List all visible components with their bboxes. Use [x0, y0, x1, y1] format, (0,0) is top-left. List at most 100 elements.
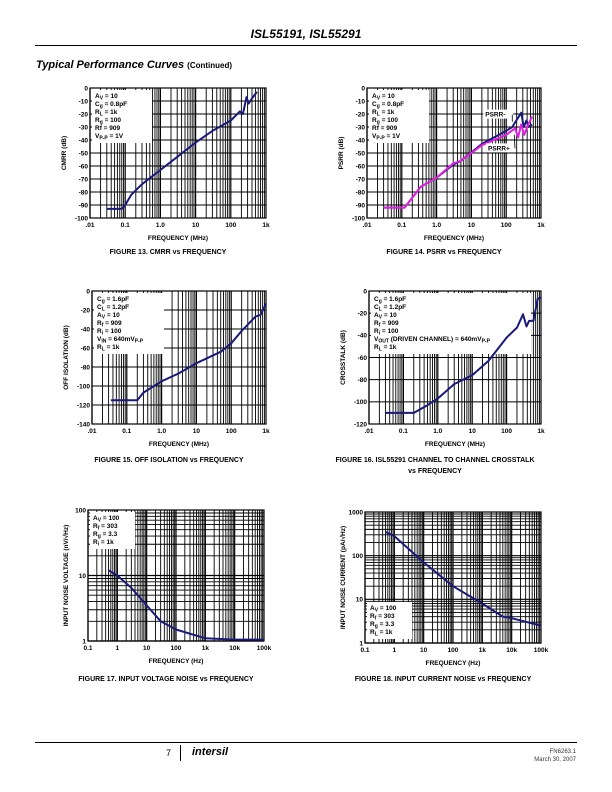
y-tick-label: 0	[86, 288, 90, 295]
x-tick-label: 1	[116, 645, 120, 652]
x-tick-label: 1.0	[432, 222, 441, 229]
legend-subscript: i	[98, 542, 100, 548]
legend-value: = 100	[380, 328, 399, 335]
legend-item: Rf = 303	[93, 523, 118, 532]
x-tick-label: 10	[469, 428, 477, 435]
legend-subscript: g	[102, 299, 105, 305]
x-tick-label: 0.1	[121, 222, 130, 229]
legend-subscript: V	[379, 315, 383, 321]
figure-caption-line1: FIGURE 16. ISL55291 CHANNEL TO CHANNEL C…	[335, 457, 534, 464]
y-axis-label: INPUT NOISE VOLTAGE (nV/√Hz)	[62, 525, 70, 627]
legend-box	[94, 293, 164, 354]
y-tick-label: -50	[356, 150, 366, 157]
footer-doc-info: FN6263.1 March 30, 2007	[534, 748, 576, 764]
x-tick-label: 10	[420, 647, 428, 654]
legend-value: = 303	[99, 523, 118, 530]
legend-subscript: P-P	[135, 339, 144, 345]
legend-symbol: V	[95, 133, 100, 140]
legend-value: = 1k	[382, 344, 397, 351]
legend-box	[367, 602, 412, 639]
x-tick-label: 0.1	[83, 645, 92, 652]
legend-subscript: g	[375, 624, 378, 630]
y-tick-label: 0	[363, 288, 367, 295]
annotation-label: PSRR-	[485, 112, 505, 119]
legend-item: Cg = 1.6pF	[374, 296, 406, 305]
legend-subscript: P-P	[99, 136, 108, 142]
legend-symbol: C	[97, 296, 102, 303]
page-number: 7	[166, 748, 172, 758]
y-tick-label: -20	[81, 307, 91, 314]
y-tick-label: 1	[82, 638, 86, 645]
y-axis-label: OFF ISOLATION (dB)	[63, 325, 70, 390]
legend-symbol: C	[95, 101, 100, 108]
legend-subscript: f	[98, 526, 100, 532]
legend-symbol: C	[374, 296, 379, 303]
y-tick-label: -30	[79, 124, 89, 131]
legend-value: = 100	[101, 515, 120, 522]
series-line-current-noise	[385, 530, 542, 627]
figure-caption: FIGURE 17. INPUT VOLTAGE NOISE vs FREQUE…	[78, 676, 253, 683]
legend-subscript: IN	[101, 339, 106, 345]
legend-symbol: R	[93, 539, 98, 546]
legend-item: Rf = 909	[97, 320, 122, 329]
legend-item: Rg = 100	[372, 117, 398, 126]
legend-subscript: i	[379, 331, 381, 337]
x-axis-label: FREQUENCY (MHz)	[148, 235, 208, 242]
annotation-label: PSRR+	[488, 145, 510, 152]
legend-symbol: R	[95, 117, 100, 124]
y-axis-label: CROSSTALK (dB)	[340, 330, 347, 385]
legend-symbol: A	[372, 93, 377, 100]
legend-symbol: Rf = 909	[372, 125, 397, 132]
legend-value: = 303	[376, 613, 395, 620]
y-tick-label: -100	[354, 399, 367, 406]
y-tick-label: -20	[358, 310, 368, 317]
legend-item: VIN = 640mVP-P	[97, 336, 144, 345]
legend-value: = 1.2pF	[382, 304, 406, 311]
legend-value: = 640mV	[106, 336, 135, 343]
y-tick-label: -40	[79, 137, 89, 144]
legend-symbol: V	[97, 336, 102, 343]
legend-item: Rg = 100	[95, 117, 121, 126]
x-tick-label: 0.1	[397, 222, 406, 229]
legend-symbol: R	[374, 328, 379, 335]
legend-symbol: A	[93, 515, 98, 522]
legend-subscript: V	[98, 518, 102, 524]
legend-item: Rg = 3.3	[370, 621, 395, 630]
legend-item: Rf = 909	[95, 125, 120, 132]
y-tick-label: -80	[358, 377, 368, 384]
legend-subscript: g	[377, 120, 380, 126]
doc-number: FN6263.1	[549, 749, 576, 755]
legend-value: = 0.8pF	[380, 101, 404, 108]
x-tick-label: 1k	[262, 222, 270, 229]
legend-symbol: R	[93, 531, 98, 538]
legend-item: VP-P = 1V	[95, 133, 124, 142]
legend-subscript: V	[102, 315, 106, 321]
figure-caption: FIGURE 14. PSRR vs FREQUENCY	[386, 249, 501, 256]
legend-symbol: R	[370, 629, 375, 636]
legend-symbol: R	[372, 117, 377, 124]
x-tick-label: 1k	[537, 222, 545, 229]
legend-subscript: g	[379, 299, 382, 305]
y-tick-label: -60	[356, 163, 366, 170]
legend-value: = 1k	[103, 109, 118, 116]
legend-value: = 100	[103, 117, 122, 124]
figure-caption-line2: vs FREQUENCY	[408, 468, 462, 475]
legend-item: Rf = 909	[372, 125, 397, 132]
legend-subscript: L	[379, 307, 382, 313]
legend-value: = 1k	[378, 629, 393, 636]
y-tick-label: -60	[81, 345, 91, 352]
legend-symbol: R	[97, 320, 102, 327]
footer-rule	[35, 742, 577, 743]
annotation-bg	[483, 109, 514, 119]
legend-item: AV = 10	[372, 93, 395, 102]
y-tick-label: 0	[361, 85, 365, 92]
x-tick-label: 100	[501, 222, 512, 229]
legend-subscript: f	[102, 323, 104, 329]
legend-symbol: R	[95, 109, 100, 116]
section-note: (Continued)	[187, 61, 233, 70]
legend-item: Cg = 0.8pF	[95, 101, 127, 110]
legend-item: VOUT (DRIVEN CHANNEL) = 640mVP-P	[374, 336, 491, 345]
legend-box	[371, 293, 531, 354]
figure-caption: FIGURE 18. INPUT CURRENT NOISE vs FREQUE…	[355, 676, 532, 683]
legend-value: = 3.3	[378, 621, 395, 628]
